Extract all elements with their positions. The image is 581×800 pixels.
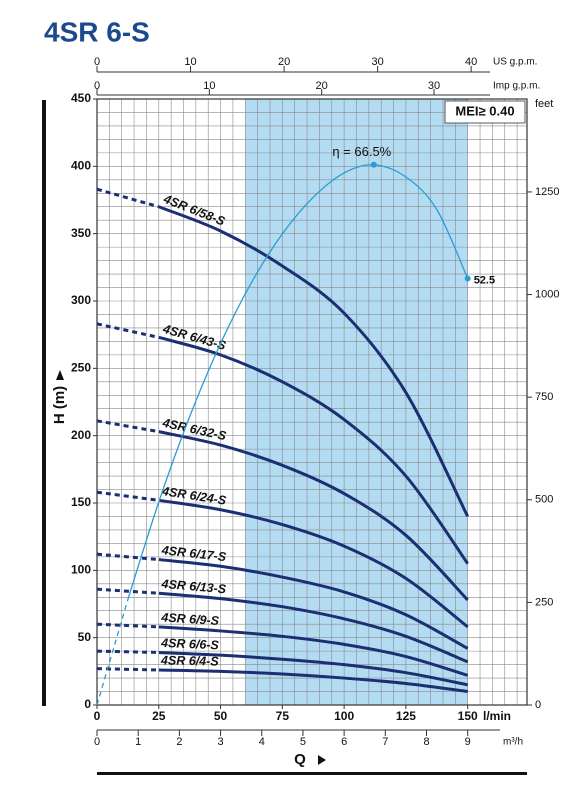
y-tick-label: 250 (71, 361, 91, 375)
efficiency-curve (96, 599, 129, 706)
x-tick-label: 125 (396, 709, 416, 723)
secondary-tick-label: 10 (184, 56, 196, 68)
curve-label: 4SR 6/13-S (160, 577, 227, 597)
y-tick-label: 0 (84, 697, 91, 711)
annotation: MEI≥ 0.40 (455, 103, 514, 118)
secondary-tick-label: 9 (465, 736, 471, 748)
pump-curve (158, 650, 468, 687)
y-tick-label: 100 (71, 563, 91, 577)
x-tick-label: 50 (214, 709, 228, 723)
y2-axis-label: feet (535, 98, 553, 110)
x-tick-label: 25 (152, 709, 166, 723)
secondary-axis-unit: US g.p.m. (493, 57, 537, 68)
pump-curve (96, 322, 160, 339)
x-unit-label: l/min (483, 709, 511, 723)
secondary-tick-label: 0 (94, 736, 100, 748)
bottom-bar (97, 772, 527, 775)
pump-curve (96, 587, 159, 595)
y2-tick-label: 750 (535, 391, 553, 403)
x-tick-label: 0 (94, 709, 101, 723)
y2-tick-label: 500 (535, 494, 553, 506)
efficiency-point (370, 161, 377, 168)
y2-tick-label: 0 (535, 699, 541, 711)
chart-title: 4SR 6-S (44, 16, 150, 47)
pump-curve (158, 558, 469, 650)
efficiency-point (464, 275, 471, 282)
y-tick-label: 350 (71, 226, 91, 240)
y-tick-label: 150 (71, 495, 91, 509)
y2-tick-label: 1000 (535, 288, 559, 300)
secondary-tick-label: 4 (259, 736, 265, 748)
secondary-tick-label: 3 (218, 736, 224, 748)
secondary-tick-label: 8 (423, 736, 429, 748)
secondary-axis-unit: Imp g.p.m. (493, 81, 540, 92)
pump-curve (96, 667, 159, 672)
curve-label: 4SR 6/6-S (160, 636, 220, 653)
efficiency-label: 52.5 (474, 274, 495, 286)
secondary-tick-label: 30 (371, 56, 383, 68)
pump-curve (158, 591, 469, 664)
secondary-tick-label: 30 (428, 80, 440, 92)
pump-curve (158, 430, 469, 601)
x-tick-label: 150 (458, 709, 478, 723)
efficiency-curve (127, 164, 469, 600)
pump-curve (96, 622, 159, 629)
efficiency-label: η = 66.5% (332, 144, 391, 159)
pump-curve (158, 668, 468, 694)
y-tick-label: 300 (71, 293, 91, 307)
pump-curve (158, 205, 470, 518)
annotation-box (444, 100, 526, 124)
arrow (318, 755, 326, 765)
pump-curve (96, 649, 159, 654)
y-tick-label: 50 (78, 630, 92, 644)
pump-curve (96, 490, 159, 502)
y-axis-label: H (m) (51, 386, 68, 424)
secondary-tick-label: 2 (176, 736, 182, 748)
secondary-tick-label: 5 (300, 736, 306, 748)
x-tick-label: 75 (276, 709, 290, 723)
x-axis-label: Q (294, 751, 306, 768)
left-bar (42, 100, 46, 706)
secondary-axis-unit: m³/h (503, 737, 523, 748)
y2-tick-label: 1250 (535, 186, 559, 198)
secondary-tick-label: 0 (94, 56, 100, 68)
y-tick-label: 200 (71, 428, 91, 442)
x-tick-label: 100 (334, 709, 354, 723)
secondary-tick-label: 40 (465, 56, 477, 68)
secondary-tick-label: 20 (316, 80, 328, 92)
secondary-tick-label: 0 (94, 80, 100, 92)
secondary-tick-label: 1 (135, 736, 141, 748)
secondary-tick-label: 10 (203, 80, 215, 92)
pump-curve (158, 335, 469, 565)
secondary-tick-label: 6 (341, 736, 347, 748)
plot-frame (96, 98, 528, 706)
pump-curve (96, 419, 160, 434)
secondary-tick-label: 20 (278, 56, 290, 68)
y-tick-label: 400 (71, 159, 91, 173)
pump-curve (158, 498, 469, 629)
arrow (56, 370, 64, 380)
secondary-tick-label: 7 (382, 736, 388, 748)
y-tick-label: 450 (71, 91, 91, 105)
pump-curve (158, 625, 469, 677)
y2-tick-label: 250 (535, 596, 553, 608)
curve-label: 4SR 6/9-S (160, 610, 220, 628)
pump-curve (96, 552, 159, 562)
curve-label: 4SR 6/4-S (160, 653, 220, 668)
pump-curve (96, 187, 160, 209)
